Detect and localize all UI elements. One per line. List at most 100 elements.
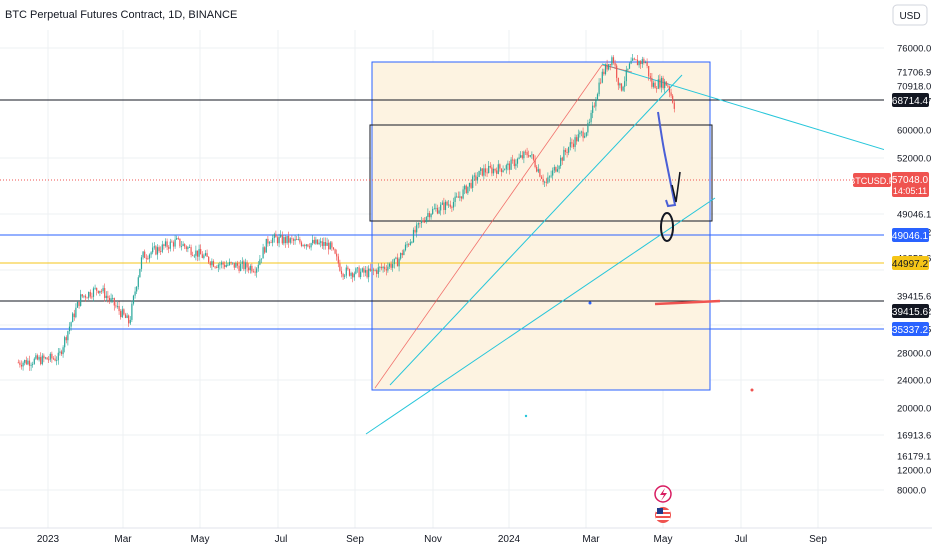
- svg-text:35337.2: 35337.2: [892, 325, 929, 336]
- candle-body: [648, 65, 650, 77]
- candle-body: [264, 247, 266, 253]
- candle-body: [620, 83, 623, 91]
- candle-body: [64, 337, 66, 348]
- lightning-icon[interactable]: [654, 485, 672, 503]
- candle-body: [435, 207, 437, 209]
- candle-body: [235, 263, 237, 268]
- candle-body: [80, 294, 82, 306]
- candle-body: [44, 357, 47, 359]
- candle-body: [99, 290, 101, 293]
- candle-body: [257, 264, 259, 269]
- price-axis-tick: 71706.9: [897, 68, 931, 79]
- candle-body: [464, 185, 466, 190]
- candle-body: [121, 309, 123, 318]
- candle-body: [161, 244, 163, 252]
- candle-body: [406, 244, 408, 246]
- candle-body: [97, 290, 99, 293]
- candle-body: [654, 82, 656, 89]
- candle-body: [118, 306, 120, 312]
- candle-body: [401, 252, 403, 256]
- candle-body: [619, 83, 621, 86]
- candle-body: [350, 273, 352, 276]
- candle-body: [627, 68, 629, 70]
- candle-body: [446, 201, 448, 205]
- candle-body: [187, 247, 189, 250]
- candle-body: [112, 297, 114, 299]
- drawing-red-line[interactable]: [654, 299, 721, 306]
- candle-body: [240, 263, 242, 271]
- candle-body: [27, 360, 29, 365]
- candle-body: [628, 63, 631, 69]
- candle-body: [558, 166, 560, 170]
- price-axis-tick: 28000.0: [897, 349, 931, 360]
- candle-body: [280, 234, 282, 237]
- candle-body: [132, 295, 135, 304]
- time-axis-label: 2023: [37, 534, 60, 545]
- candle-body: [544, 181, 546, 183]
- candle-body: [168, 247, 170, 249]
- candle-body: [144, 251, 146, 258]
- drawing-circle[interactable]: [660, 212, 674, 242]
- candle-body: [126, 315, 128, 318]
- candle-body: [91, 296, 93, 298]
- candle-body: [209, 262, 211, 266]
- candle-body: [420, 220, 423, 223]
- candle-body: [449, 204, 451, 207]
- candle-body: [49, 353, 51, 360]
- candle-body: [128, 315, 130, 324]
- candle-body: [195, 250, 197, 256]
- candle-body: [539, 169, 541, 177]
- candle-body: [635, 59, 637, 61]
- candle-body: [419, 222, 421, 224]
- candle-body: [489, 165, 491, 168]
- candle-body: [443, 202, 445, 210]
- candle-body: [409, 242, 411, 246]
- drawing-checkmark[interactable]: [671, 171, 681, 203]
- candle-body: [137, 277, 139, 287]
- candle-body: [331, 242, 333, 248]
- price-axis-bg[interactable]: [884, 30, 932, 530]
- candle-body: [192, 254, 194, 256]
- candle-body: [230, 262, 232, 263]
- candle-body: [518, 157, 520, 159]
- candle-body: [561, 157, 563, 161]
- candle-body: [395, 257, 397, 259]
- candle-body: [385, 269, 387, 271]
- candle-body: [592, 105, 594, 113]
- candle-body: [582, 131, 584, 138]
- candle-body: [545, 181, 547, 183]
- candle-body: [572, 143, 575, 147]
- candle-body: [355, 268, 357, 274]
- candle-body: [574, 137, 576, 147]
- trend-line-red[interactable]: [374, 64, 603, 389]
- svg-text:14:05:11: 14:05:11: [893, 186, 927, 196]
- candle-body: [217, 264, 219, 268]
- candle-body: [363, 268, 365, 273]
- candle-body: [452, 201, 455, 208]
- candle-body: [152, 247, 154, 253]
- candle-body: [337, 256, 339, 264]
- candle-body: [550, 175, 552, 177]
- candle-body: [60, 351, 63, 355]
- currency-button[interactable]: USD: [892, 4, 928, 26]
- candle-body: [499, 164, 501, 169]
- candle-body: [251, 265, 253, 272]
- candle-body: [344, 275, 346, 277]
- candle-body: [19, 362, 21, 365]
- candle-body: [278, 236, 280, 244]
- candle-body: [43, 355, 45, 359]
- us-flag-icon[interactable]: [655, 507, 671, 523]
- candle-body: [494, 168, 496, 171]
- drawn-rectangle-range[interactable]: [369, 124, 713, 222]
- candle-body: [342, 273, 344, 277]
- candle-body: [116, 306, 119, 307]
- candle-body: [275, 234, 277, 238]
- drawing-blue-arrow[interactable]: [657, 111, 677, 208]
- candle-body: [374, 270, 376, 271]
- candle-body: [433, 208, 435, 210]
- drawn-rectangle-zone[interactable]: [371, 61, 711, 391]
- candle-body: [566, 152, 568, 153]
- candle-body: [65, 337, 67, 341]
- candle-body: [505, 165, 507, 170]
